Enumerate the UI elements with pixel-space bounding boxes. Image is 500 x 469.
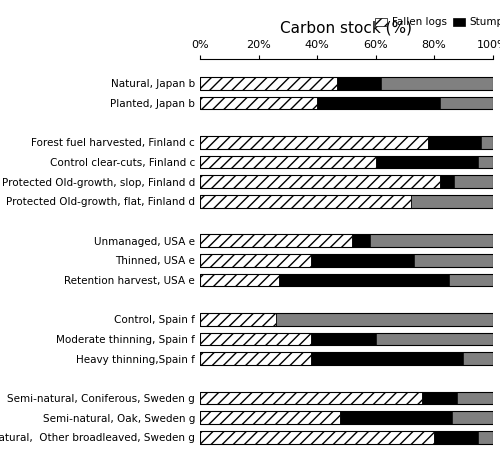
Bar xyxy=(434,431,478,444)
Bar xyxy=(463,352,492,365)
Bar xyxy=(376,333,492,345)
Bar xyxy=(440,97,492,109)
Bar xyxy=(200,175,440,188)
Bar xyxy=(311,352,463,365)
Bar xyxy=(458,392,492,404)
Bar xyxy=(200,333,492,345)
Bar xyxy=(317,97,440,109)
Legend: Fallen logs, Stumps, Snags: Fallen logs, Stumps, Snags xyxy=(375,17,500,28)
Bar xyxy=(376,156,478,168)
Bar xyxy=(454,175,492,188)
Bar xyxy=(200,254,311,267)
Bar xyxy=(478,156,492,168)
Bar xyxy=(200,156,376,168)
Bar xyxy=(440,175,454,188)
Bar xyxy=(200,97,492,109)
Bar xyxy=(200,97,317,109)
Bar xyxy=(478,431,492,444)
Bar xyxy=(428,136,481,149)
Bar xyxy=(200,195,410,208)
X-axis label: Carbon stock (%): Carbon stock (%) xyxy=(280,21,412,36)
Bar xyxy=(311,254,414,267)
Bar xyxy=(200,333,311,345)
Bar xyxy=(200,175,492,188)
Bar xyxy=(276,313,492,325)
Bar xyxy=(311,333,376,345)
Bar xyxy=(200,254,492,267)
Bar xyxy=(200,352,311,365)
Bar xyxy=(452,411,492,424)
Bar xyxy=(481,136,492,149)
Bar xyxy=(340,411,452,424)
Bar xyxy=(200,136,492,149)
Bar xyxy=(448,273,492,287)
Bar xyxy=(338,77,382,90)
Bar xyxy=(200,411,340,424)
Bar xyxy=(200,273,279,287)
Bar xyxy=(410,195,492,208)
Bar xyxy=(200,273,492,287)
Bar xyxy=(422,392,458,404)
Bar xyxy=(352,234,370,247)
Bar xyxy=(200,234,492,247)
Bar xyxy=(200,77,492,90)
Bar xyxy=(200,156,492,168)
Bar xyxy=(200,136,428,149)
Bar xyxy=(200,392,492,404)
Bar xyxy=(200,313,492,325)
Bar xyxy=(414,254,492,267)
Bar xyxy=(200,431,492,444)
Bar xyxy=(279,273,448,287)
Bar xyxy=(200,195,492,208)
Bar xyxy=(200,352,492,365)
Bar xyxy=(382,77,492,90)
Bar xyxy=(370,234,492,247)
Bar xyxy=(200,234,352,247)
Bar xyxy=(200,431,434,444)
Bar xyxy=(200,77,338,90)
Bar xyxy=(200,313,276,325)
Bar xyxy=(200,392,422,404)
Bar xyxy=(200,411,492,424)
